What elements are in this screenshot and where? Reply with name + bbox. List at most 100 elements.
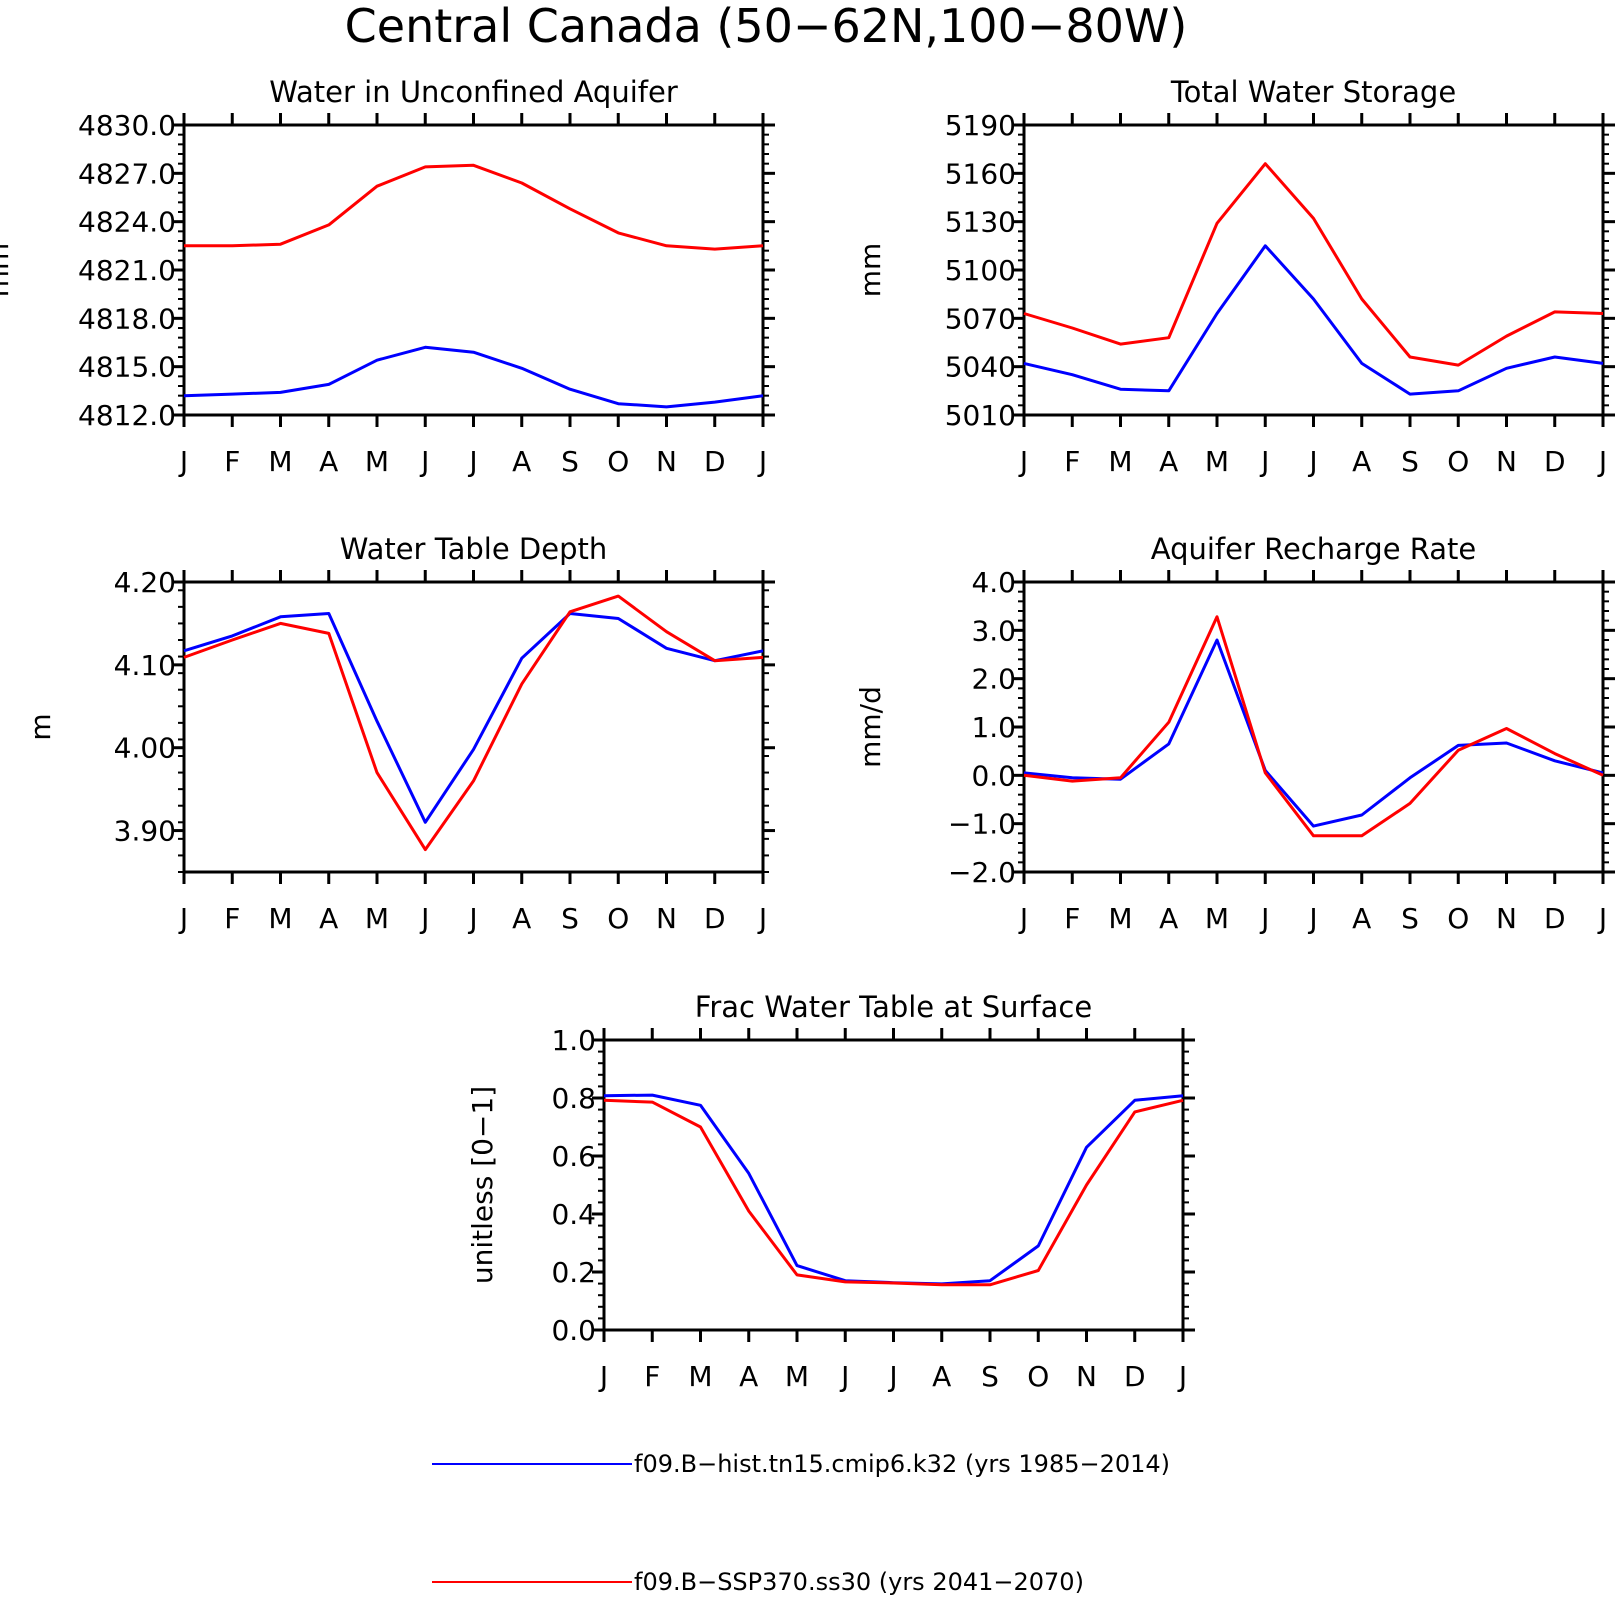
x-tick-label: F — [1064, 445, 1080, 478]
y-tick-label: 0.4 — [551, 1198, 596, 1231]
y-tick-label: 0.2 — [551, 1256, 596, 1289]
x-tick-label: N — [656, 445, 677, 478]
x-tick-label: M — [785, 1360, 809, 1393]
y-tick-label: 4818.0 — [78, 302, 176, 335]
x-tick-label: A — [319, 445, 338, 478]
x-tick-label: J — [1177, 1360, 1187, 1393]
x-tick-label: M — [1108, 902, 1132, 935]
y-tick-label: 1.0 — [971, 711, 1016, 744]
x-tick-label: S — [561, 445, 579, 478]
x-tick-label: S — [981, 1360, 999, 1393]
x-tick-label: A — [512, 445, 531, 478]
series-line-hist — [183, 612, 764, 824]
x-tick-label: J — [1018, 902, 1028, 935]
x-tick-label: D — [1124, 1360, 1146, 1393]
x-tick-label: A — [512, 902, 531, 935]
x-tick-label: F — [1064, 902, 1080, 935]
y-axis-label: mm — [854, 243, 887, 298]
x-tick-label: D — [704, 902, 726, 935]
x-tick-label: J — [757, 902, 767, 935]
figure-title: Central Canada (50−62N,100−80W) — [345, 0, 1188, 53]
y-tick-label: 5070 — [945, 302, 1016, 335]
y-tick-label: −2.0 — [948, 856, 1016, 889]
x-tick-label: J — [1597, 902, 1607, 935]
y-tick-label: 4824.0 — [78, 206, 176, 239]
x-tick-label: J — [1259, 445, 1269, 478]
y-tick-label: 0.0 — [971, 759, 1016, 792]
x-tick-label: A — [319, 902, 338, 935]
y-tick-label: 5190 — [945, 109, 1016, 142]
x-tick-label: J — [757, 445, 767, 478]
y-axis-label: m — [24, 713, 57, 740]
series-line-hist — [1023, 244, 1604, 396]
legend-label-ssp: f09.B−SSP370.ss30 (yrs 2041−2070) — [634, 1568, 1084, 1596]
x-tick-label: J — [419, 445, 429, 478]
x-tick-label: F — [224, 445, 240, 478]
series-line-hist — [183, 345, 764, 409]
y-tick-label: 0.8 — [551, 1082, 596, 1115]
x-tick-label: A — [739, 1360, 758, 1393]
x-tick-label: M — [1205, 902, 1229, 935]
x-tick-label: F — [644, 1360, 660, 1393]
legend-label-hist: f09.B−hist.tn15.cmip6.k32 (yrs 1985−2014… — [634, 1450, 1170, 1478]
plot-frame — [602, 1038, 1185, 1332]
x-tick-label: N — [1496, 445, 1517, 478]
y-tick-label: 5010 — [945, 399, 1016, 432]
panel-title: Total Water Storage — [1170, 75, 1456, 109]
x-tick-label: M — [268, 445, 292, 478]
x-tick-label: S — [1401, 445, 1419, 478]
series-line-ssp — [1023, 162, 1604, 367]
y-tick-label: 5160 — [945, 157, 1016, 190]
x-tick-label: J — [467, 902, 477, 935]
plot-frame — [182, 123, 765, 417]
x-tick-label: O — [607, 445, 629, 478]
x-tick-label: J — [1597, 445, 1607, 478]
x-tick-label: J — [467, 445, 477, 478]
x-tick-label: M — [268, 902, 292, 935]
x-tick-label: J — [1259, 902, 1269, 935]
x-tick-label: D — [1544, 902, 1566, 935]
x-tick-label: M — [365, 445, 389, 478]
plot-frame — [1022, 123, 1605, 417]
x-tick-label: M — [688, 1360, 712, 1393]
x-tick-label: N — [1496, 902, 1517, 935]
y-tick-label: 5130 — [945, 206, 1016, 239]
panel-title: Frac Water Table at Surface — [695, 990, 1092, 1024]
series-line-ssp — [1023, 615, 1604, 838]
panel-title: Aquifer Recharge Rate — [1151, 532, 1477, 566]
y-tick-label: 4827.0 — [78, 157, 176, 190]
y-tick-label: 5100 — [945, 254, 1016, 287]
y-tick-label: −1.0 — [948, 808, 1016, 841]
x-tick-label: O — [1447, 445, 1469, 478]
plot-frame — [1022, 580, 1605, 874]
panel-title: Water Table Depth — [340, 532, 608, 566]
x-tick-label: A — [1159, 902, 1178, 935]
y-tick-label: 0.6 — [551, 1140, 596, 1173]
y-tick-label: 4830.0 — [78, 109, 176, 142]
x-tick-label: J — [887, 1360, 897, 1393]
legend: f09.B−hist.tn15.cmip6.k32 (yrs 1985−2014… — [432, 1450, 1170, 1596]
series-line-ssp — [603, 1098, 1184, 1287]
y-tick-label: 4.20 — [114, 566, 176, 599]
y-tick-label: 4.00 — [114, 732, 176, 765]
x-tick-label: A — [1352, 902, 1371, 935]
x-tick-label: J — [1018, 445, 1028, 478]
y-tick-label: 4815.0 — [78, 351, 176, 384]
y-tick-label: 3.0 — [971, 614, 1016, 647]
x-tick-label: J — [1307, 445, 1317, 478]
series-line-ssp — [183, 594, 764, 852]
x-tick-label: N — [656, 902, 677, 935]
y-tick-label: 4.0 — [971, 566, 1016, 599]
y-tick-label: 3.90 — [114, 815, 176, 848]
y-tick-label: 4.10 — [114, 649, 176, 682]
x-tick-label: M — [1108, 445, 1132, 478]
x-tick-label: O — [1447, 902, 1469, 935]
y-axis-label: mm/d — [854, 686, 887, 768]
x-tick-label: J — [178, 445, 188, 478]
